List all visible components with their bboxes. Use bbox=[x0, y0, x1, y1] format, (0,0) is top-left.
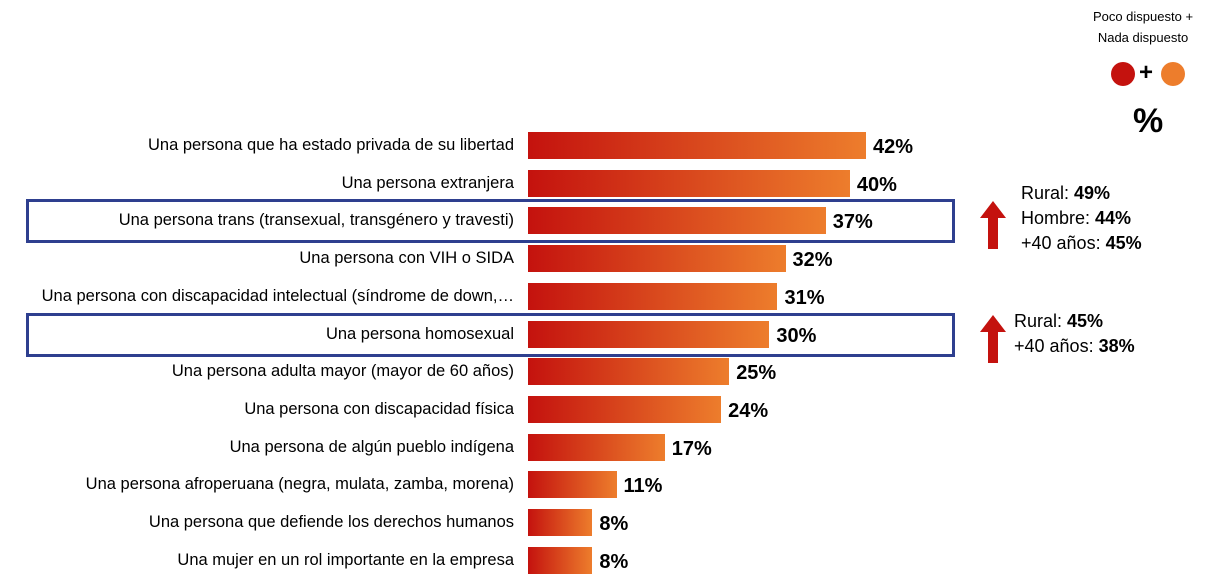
up-arrow-icon bbox=[980, 314, 1006, 363]
annotation-label: Rural: bbox=[1014, 311, 1068, 331]
legend-dot-orange bbox=[1161, 62, 1185, 86]
bar bbox=[528, 282, 778, 310]
highlight-box bbox=[26, 199, 955, 244]
legend-unit: % bbox=[1133, 102, 1164, 140]
value-label: 32% bbox=[792, 249, 833, 272]
highlight-box bbox=[26, 312, 955, 357]
annotation-line: +40 años: 38% bbox=[1014, 334, 1135, 359]
bar bbox=[528, 245, 786, 273]
annotation-line: Hombre: 44% bbox=[1021, 206, 1142, 231]
bar bbox=[528, 320, 770, 348]
bar bbox=[528, 169, 850, 197]
annotation-label: Rural: bbox=[1021, 183, 1075, 204]
category-label: Una persona de algún pueblo indígena bbox=[229, 437, 514, 456]
bar bbox=[528, 132, 866, 159]
value-label: 37% bbox=[832, 211, 873, 234]
value-label: 8% bbox=[599, 550, 629, 573]
value-label: 8% bbox=[599, 513, 629, 535]
category-label: Una mujer en un rol importante en la emp… bbox=[177, 550, 514, 569]
annotation-text: Rural: 45% +40 años: 38% bbox=[1014, 309, 1135, 359]
category-label: Una persona con discapacidad intelectual… bbox=[41, 286, 514, 305]
annotation-line: Rural: 45% bbox=[1014, 309, 1135, 334]
annotation-text: Rural: 49% Hombre: 44% +40 años: 45% bbox=[1021, 181, 1142, 256]
bar bbox=[528, 433, 665, 461]
category-label: Una persona adulta mayor (mayor de 60 añ… bbox=[171, 362, 514, 381]
annotation-label: Hombre: bbox=[1021, 208, 1096, 229]
category-label: Una persona que ha estado privada de su … bbox=[147, 136, 514, 154]
annotation-value: 45% bbox=[1067, 311, 1104, 331]
annotation-value: 45% bbox=[1105, 233, 1142, 254]
annotation-value: 44% bbox=[1095, 208, 1132, 229]
annotation-line: Rural: 49% bbox=[1021, 181, 1142, 206]
legend-plus: + bbox=[1139, 59, 1154, 86]
value-label: 11% bbox=[623, 475, 663, 498]
annotation-value: 38% bbox=[1098, 336, 1135, 356]
category-label: Una persona que defiende los derechos hu… bbox=[148, 513, 514, 531]
annotation-label: +40 años: bbox=[1021, 233, 1106, 254]
category-label: Una persona con discapacidad física bbox=[244, 399, 514, 418]
value-label: 30% bbox=[776, 324, 817, 347]
category-label: Una persona con VIH o SIDA bbox=[299, 249, 514, 268]
annotation-label: +40 años: bbox=[1014, 336, 1099, 356]
up-arrow-icon bbox=[980, 201, 1006, 250]
bar bbox=[528, 471, 617, 499]
value-label: 25% bbox=[736, 362, 777, 385]
value-label: 17% bbox=[671, 437, 712, 460]
value-label: 24% bbox=[728, 399, 769, 422]
category-label: Una persona extranjera bbox=[341, 173, 514, 192]
value-label: 31% bbox=[784, 286, 825, 309]
value-label: 42% bbox=[873, 136, 914, 158]
bar bbox=[528, 546, 593, 574]
bar bbox=[528, 358, 730, 386]
legend-dot-red bbox=[1111, 62, 1135, 86]
value-label: 40% bbox=[856, 173, 897, 196]
legend-label: Poco dispuesto + Nada dispuesto bbox=[1092, 9, 1194, 45]
category-label: Una persona afroperuana (negra, mulata, … bbox=[85, 475, 514, 494]
bar bbox=[528, 207, 826, 235]
bar bbox=[528, 509, 593, 536]
bar bbox=[528, 395, 722, 423]
annotation-value: 49% bbox=[1074, 183, 1111, 204]
annotation-line: +40 años: 45% bbox=[1021, 231, 1142, 256]
